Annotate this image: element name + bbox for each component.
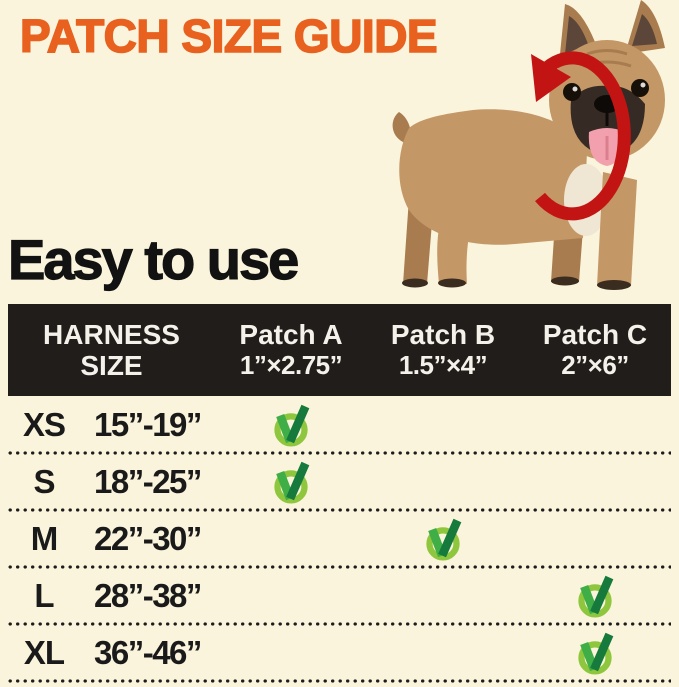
row-content: L 28”-38” bbox=[8, 569, 671, 622]
row-content: S 18”-25” bbox=[8, 455, 671, 508]
row-size: XS bbox=[22, 405, 66, 443]
patch-cell bbox=[215, 459, 367, 504]
patch-a-label: Patch A bbox=[239, 318, 343, 350]
table-header: HARNESS SIZE Patch A 1”×2.75” Patch B 1.… bbox=[8, 304, 671, 396]
check-icon bbox=[578, 632, 614, 675]
dotted-divider bbox=[8, 622, 671, 626]
table-row: M 22”-30” bbox=[8, 512, 671, 569]
table-row: XL 36”-46” bbox=[8, 626, 671, 683]
header-patch-a: Patch A 1”×2.75” bbox=[215, 319, 367, 381]
dog-paw bbox=[402, 278, 428, 288]
row-girth: 22”-30” bbox=[94, 519, 202, 557]
check-icon bbox=[274, 461, 310, 504]
dog-ears bbox=[559, 0, 665, 64]
check-icon bbox=[274, 404, 310, 447]
patch-cell bbox=[367, 402, 519, 447]
patch-cell bbox=[215, 402, 367, 447]
row-size: S bbox=[33, 462, 55, 500]
dotted-divider bbox=[8, 679, 671, 683]
patch-c-label: Patch C bbox=[542, 318, 648, 350]
page-title: PATCH SIZE GUIDE bbox=[19, 9, 438, 63]
check-icon bbox=[578, 575, 614, 618]
dotted-divider bbox=[8, 565, 671, 569]
header-harness-line1: HARNESS bbox=[43, 318, 180, 350]
dog-paw bbox=[438, 278, 466, 288]
girth-measure-arrow-icon bbox=[531, 51, 631, 221]
patch-cell bbox=[519, 573, 671, 618]
row-size: M bbox=[30, 519, 59, 557]
patch-cell bbox=[215, 573, 367, 618]
dog-paw bbox=[551, 276, 579, 286]
patch-cell bbox=[519, 630, 671, 675]
dotted-divider bbox=[8, 451, 671, 455]
row-girth: 18”-25” bbox=[94, 462, 202, 500]
dog-paw bbox=[597, 280, 631, 290]
row-size: XL bbox=[23, 633, 65, 671]
size-table: HARNESS SIZE Patch A 1”×2.75” Patch B 1.… bbox=[8, 304, 671, 683]
dog-forehead-wrinkle bbox=[586, 49, 628, 56]
row-size: L bbox=[34, 576, 54, 614]
table-row: S 18”-25” bbox=[8, 455, 671, 512]
patch-cell bbox=[367, 630, 519, 675]
patch-cell bbox=[519, 402, 671, 447]
patch-cell bbox=[215, 630, 367, 675]
patch-cell bbox=[519, 516, 671, 561]
header-patch-b: Patch B 1.5”×4” bbox=[367, 319, 519, 381]
check-icon bbox=[426, 518, 462, 561]
row-girth: 15”-19” bbox=[94, 405, 202, 443]
table-row: L 28”-38” bbox=[8, 569, 671, 626]
dotted-divider bbox=[8, 508, 671, 512]
table-body: XS 15”-19” bbox=[8, 396, 671, 683]
row-content: XS 15”-19” bbox=[8, 398, 671, 451]
dog-photo bbox=[379, 0, 679, 300]
patch-c-dimensions: 2”×6” bbox=[561, 350, 629, 381]
row-content: XL 36”-46” bbox=[8, 626, 671, 679]
patch-a-dimensions: 1”×2.75” bbox=[239, 350, 343, 381]
header-harness-line2: SIZE bbox=[80, 350, 143, 381]
patch-cell bbox=[367, 459, 519, 504]
patch-cell bbox=[367, 573, 519, 618]
patch-cell bbox=[367, 516, 519, 561]
row-content: M 22”-30” bbox=[8, 512, 671, 565]
section-heading: Easy to use bbox=[7, 227, 299, 291]
row-girth: 36”-46” bbox=[94, 633, 202, 671]
header-patch-c: Patch C 2”×6” bbox=[519, 319, 671, 381]
patch-cell bbox=[215, 516, 367, 561]
dog-eyes bbox=[563, 79, 649, 101]
header-harness-size: HARNESS SIZE bbox=[8, 319, 215, 382]
french-bulldog-illustration bbox=[392, 0, 665, 290]
patch-b-dimensions: 1.5”×4” bbox=[398, 350, 488, 381]
table-row: XS 15”-19” bbox=[8, 398, 671, 455]
row-girth: 28”-38” bbox=[94, 576, 202, 614]
patch-cell bbox=[519, 459, 671, 504]
patch-b-label: Patch B bbox=[390, 318, 496, 350]
dog-hind-leg-near bbox=[437, 208, 475, 284]
